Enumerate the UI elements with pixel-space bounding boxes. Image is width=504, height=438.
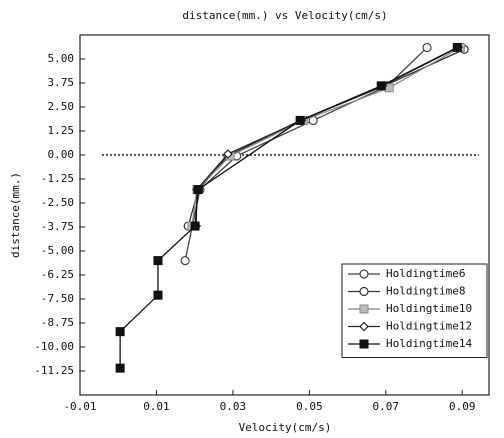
marker <box>115 327 125 337</box>
series-line <box>187 48 465 227</box>
legend-label: Holdingtime8 <box>386 285 465 298</box>
marker <box>223 149 233 159</box>
marker <box>193 185 203 195</box>
y-axis-label: distance(mm.) <box>9 172 22 258</box>
y-tick-label: 5.00 <box>48 52 75 65</box>
legend-marker <box>359 321 369 332</box>
series-line <box>191 46 461 227</box>
marker <box>376 81 386 91</box>
legend-marker <box>359 339 369 349</box>
y-tick-label: -7.50 <box>41 292 74 305</box>
x-axis-label: Velocity(cm/s) <box>239 421 332 434</box>
marker <box>115 363 125 373</box>
series-line <box>195 46 459 227</box>
marker <box>384 83 394 93</box>
legend-marker <box>359 269 369 279</box>
marker <box>422 42 432 53</box>
series-line <box>184 47 428 261</box>
marker <box>190 221 200 231</box>
y-tick-label: -2.50 <box>41 196 74 209</box>
plot-frame <box>79 34 490 396</box>
y-tick-label: -5.00 <box>41 244 74 257</box>
x-tick-label: 0.05 <box>296 400 323 413</box>
legend-label: Holdingtime12 <box>386 320 472 333</box>
y-tick-label: 3.75 <box>48 76 75 89</box>
y-tick-label: -1.25 <box>41 172 74 185</box>
legend-marker <box>359 304 369 314</box>
legend-marker <box>359 286 369 297</box>
marker <box>295 115 305 125</box>
x-tick-label: 0.01 <box>143 400 170 413</box>
y-tick-label: -3.75 <box>41 220 74 233</box>
y-tick-label: 2.50 <box>48 100 75 113</box>
y-tick-label: -8.75 <box>41 316 74 329</box>
x-tick-label: 0.03 <box>220 400 247 413</box>
marker <box>153 256 163 266</box>
y-tick-label: 0.00 <box>48 148 75 161</box>
y-tick-label: -10.00 <box>34 340 74 353</box>
y-tick-label: 1.25 <box>48 124 75 137</box>
legend-label: Holdingtime6 <box>386 267 465 280</box>
legend-label: Holdingtime10 <box>386 302 472 315</box>
marker <box>452 42 462 52</box>
legend-label: Holdingtime14 <box>386 337 472 350</box>
x-tick-label: -0.01 <box>63 400 96 413</box>
marker <box>153 290 163 300</box>
x-tick-label: 0.09 <box>449 400 476 413</box>
y-tick-label: -11.25 <box>34 364 74 377</box>
y-tick-label: -6.25 <box>41 268 74 281</box>
marker <box>180 256 190 266</box>
chart-title: distance(mm.) vs Velocity(cm/s) <box>182 9 387 22</box>
x-tick-label: 0.07 <box>373 400 400 413</box>
